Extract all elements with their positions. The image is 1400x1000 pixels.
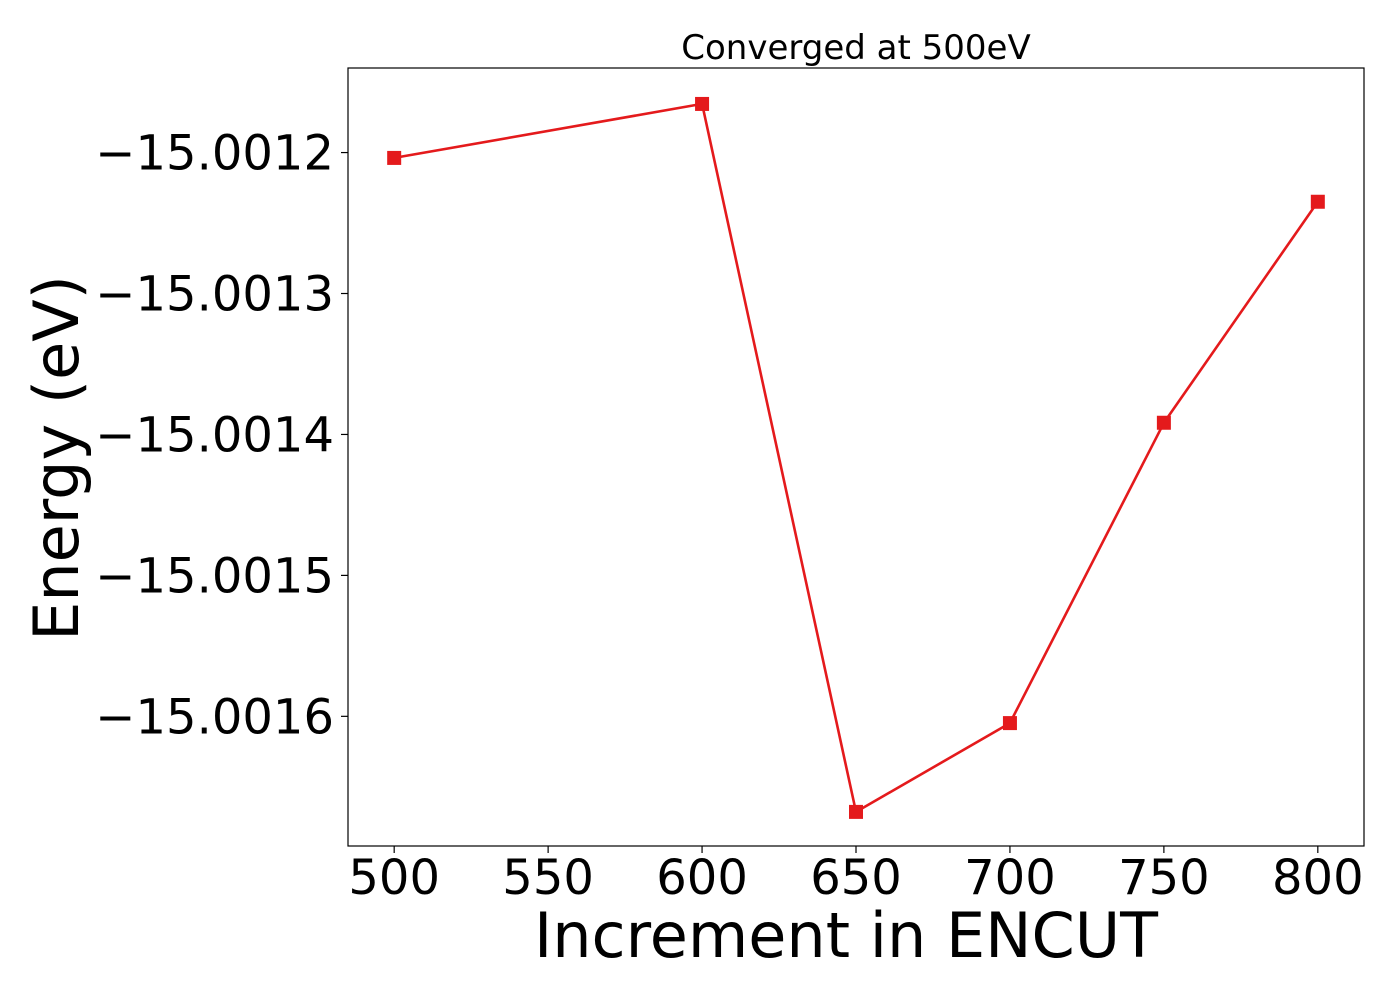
data-point-marker bbox=[695, 96, 710, 111]
y-tick-label: −15.0016 bbox=[95, 689, 334, 745]
data-point-marker bbox=[1310, 194, 1325, 209]
chart-title: Converged at 500eV bbox=[681, 28, 1030, 68]
y-tick-label: −15.0014 bbox=[95, 407, 334, 463]
x-tick-label: 700 bbox=[964, 850, 1056, 906]
y-tick-label: −15.0012 bbox=[95, 126, 334, 182]
plot-area-frame bbox=[347, 67, 1365, 847]
x-axis-ticks: 500 550 600 650 700 750 800 bbox=[348, 846, 1364, 906]
x-tick-label: 550 bbox=[502, 850, 594, 906]
series-line bbox=[393, 102, 1319, 814]
x-tick-label: 650 bbox=[810, 850, 902, 906]
data-point-marker bbox=[387, 150, 402, 165]
data-point-marker bbox=[849, 804, 863, 819]
data-point-marker bbox=[1002, 716, 1017, 731]
y-tick-label: −15.0015 bbox=[95, 548, 334, 604]
y-tick-label: −15.0013 bbox=[95, 267, 334, 323]
data-point-marker bbox=[1156, 415, 1171, 430]
x-tick-label: 500 bbox=[348, 850, 440, 906]
x-tick-label: 800 bbox=[1272, 850, 1364, 906]
x-tick-label: 600 bbox=[656, 850, 748, 906]
series-layer bbox=[387, 96, 1325, 819]
y-axis-ticks: −15.0012 −15.0013 −15.0014 −15.0015 −15.0016 bbox=[95, 126, 348, 745]
x-tick-label: 750 bbox=[1118, 850, 1210, 906]
x-axis-label: Increment in ENCUT bbox=[534, 899, 1159, 972]
y-axis-label: Energy (eV) bbox=[20, 275, 93, 641]
